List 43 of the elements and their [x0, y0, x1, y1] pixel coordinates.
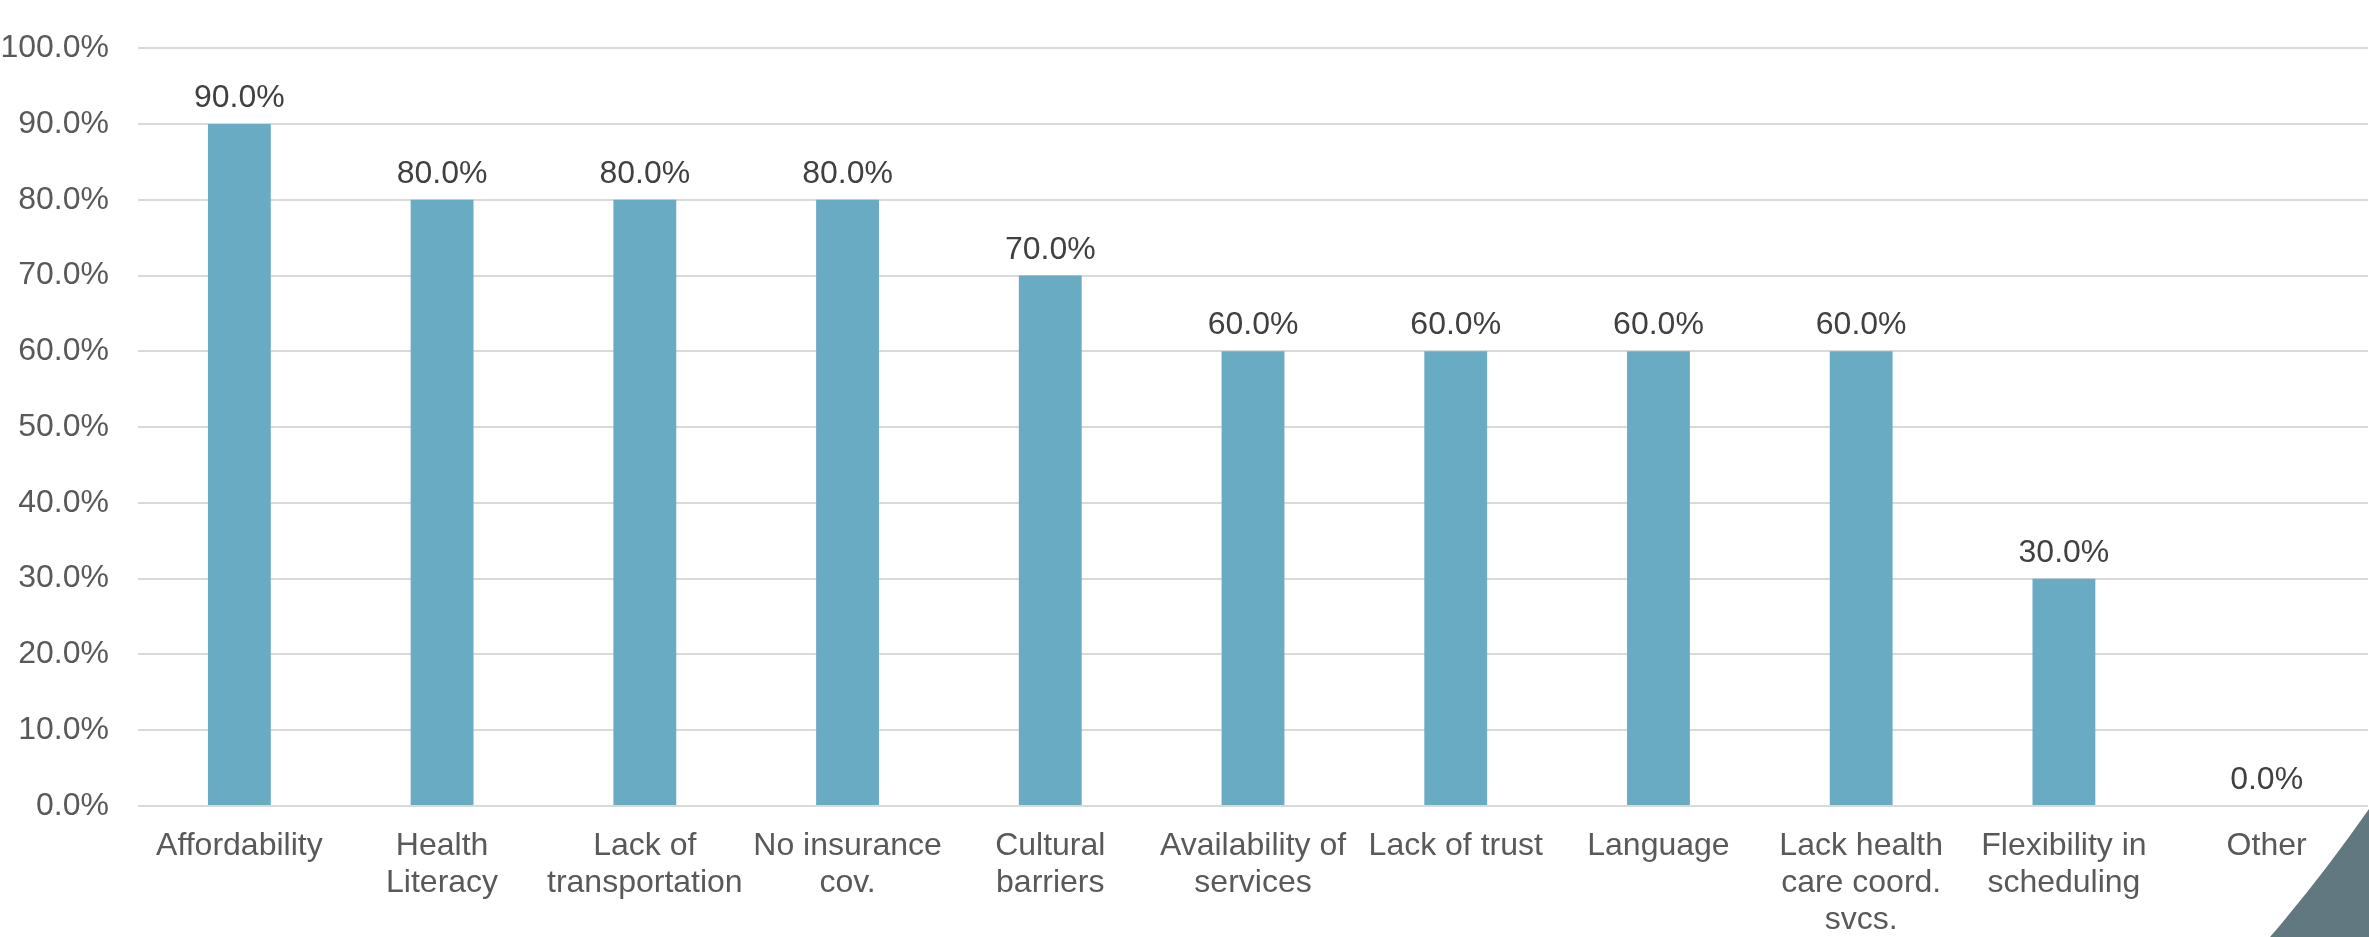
data-label: 90.0% [194, 77, 285, 114]
x-tick-label: Language [1587, 826, 1730, 863]
x-tick-label: Lack of transportation [546, 826, 743, 900]
bar [1221, 351, 1285, 805]
bar [1018, 275, 1082, 805]
data-label: 60.0% [1207, 305, 1299, 342]
bar [1424, 351, 1488, 805]
y-tick-label: 10.0% [18, 710, 109, 747]
bar [410, 199, 474, 805]
x-tick-label: Lack of trust [1368, 826, 1543, 863]
y-tick-label: 70.0% [18, 255, 109, 292]
x-tick-label: Lack health care coord. svcs. [1779, 826, 1944, 936]
x-tick-label: Flexibility in scheduling [1981, 826, 2147, 900]
bar [1829, 351, 1893, 805]
x-tick-label: Availability of services [1159, 826, 1347, 900]
data-label: 80.0% [396, 153, 488, 190]
bar [1627, 351, 1690, 805]
data-label: 60.0% [1410, 305, 1502, 342]
y-tick-label: 80.0% [18, 179, 109, 216]
bar [816, 199, 879, 805]
x-tick-label: Other [2226, 826, 2307, 863]
data-label: 60.0% [1815, 305, 1907, 342]
y-tick-label: 100.0% [0, 28, 109, 65]
data-label: 70.0% [1004, 229, 1096, 266]
data-label: 80.0% [802, 153, 893, 190]
y-tick-label: 50.0% [18, 406, 109, 443]
x-tick-label: No insurance cov. [753, 826, 942, 900]
y-tick-label: 0.0% [36, 785, 109, 822]
data-label: 60.0% [1613, 305, 1704, 342]
y-tick-label: 40.0% [18, 482, 109, 519]
x-tick-label: Affordability [156, 826, 323, 863]
x-tick-label: Health Literacy [386, 826, 499, 900]
y-tick-label: 20.0% [18, 634, 109, 671]
bar [613, 199, 677, 805]
data-label: 80.0% [599, 153, 691, 190]
bar [207, 123, 271, 805]
data-label: 30.0% [2018, 532, 2110, 569]
y-tick-label: 90.0% [18, 103, 109, 140]
x-tick-label: Cultural barriers [995, 826, 1106, 900]
y-tick-label: 30.0% [18, 558, 109, 595]
bar [2032, 578, 2096, 805]
y-tick-label: 60.0% [18, 331, 109, 368]
data-label: 0.0% [2230, 760, 2304, 796]
